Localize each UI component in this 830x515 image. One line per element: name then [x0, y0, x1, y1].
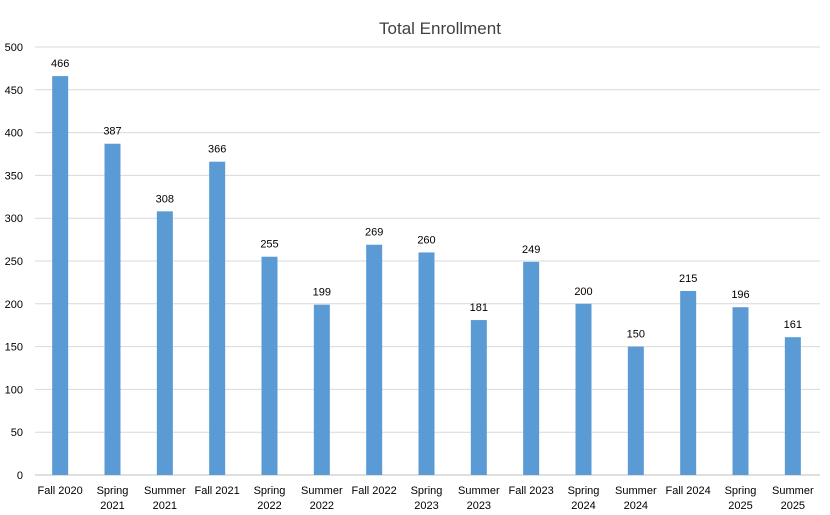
y-axis-ticks: 0 50 100 150 200 250 300 350 400 450 500 — [5, 42, 23, 482]
x-tick-label: Summer 2025 — [772, 485, 814, 512]
bar — [784, 337, 801, 475]
x-tick-label: Fall 2020 — [38, 485, 83, 497]
bar — [313, 304, 330, 475]
x-tick-label: Spring 2025 — [725, 485, 757, 512]
y-tick-label: 450 — [5, 85, 23, 97]
x-tick-label: Summer 2023 — [458, 485, 500, 512]
data-label: 215 — [679, 273, 697, 285]
data-label: 308 — [156, 193, 174, 205]
data-label: 466 — [51, 58, 69, 70]
x-tick-label: Spring 2022 — [254, 485, 286, 512]
chart-title: Total Enrollment — [379, 19, 501, 38]
x-tick-label: Fall 2022 — [352, 485, 397, 497]
x-tick-label: Spring 2024 — [568, 485, 600, 512]
bar — [627, 346, 644, 475]
x-tick-label: Summer 2022 — [301, 485, 343, 512]
bars — [52, 76, 801, 476]
bar — [104, 143, 121, 475]
x-tick-label: Summer 2024 — [615, 485, 657, 512]
data-label: 269 — [365, 227, 383, 239]
bar — [52, 76, 69, 475]
bar — [680, 290, 697, 475]
x-tick-label: Fall 2021 — [195, 485, 240, 497]
data-label: 196 — [731, 289, 749, 301]
data-label: 150 — [627, 329, 645, 341]
bar — [418, 252, 435, 475]
y-tick-label: 100 — [5, 384, 23, 396]
y-tick-label: 500 — [5, 42, 23, 54]
data-label: 199 — [313, 287, 331, 299]
data-labels: 466 387 308 366 255 199 269 260 181 249 200 150 215 1… — [51, 58, 802, 340]
bar — [209, 161, 226, 476]
x-tick-label: Spring 2021 — [97, 485, 129, 512]
data-label: 200 — [574, 286, 592, 298]
y-tick-label: 350 — [5, 170, 23, 182]
data-label: 255 — [260, 239, 278, 251]
data-label: 161 — [784, 319, 802, 331]
data-label: 387 — [103, 126, 121, 138]
data-label: 366 — [208, 144, 226, 156]
y-tick-label: 250 — [5, 256, 23, 268]
y-tick-label: 300 — [5, 213, 23, 225]
x-tick-label: Fall 2024 — [666, 485, 711, 497]
x-axis-ticks: Fall 2020 Spring 2021 Summer 2021 Fall 2021 Sp… — [38, 485, 814, 512]
bar — [470, 320, 487, 475]
y-tick-label: 200 — [5, 299, 23, 311]
y-tick-label: 400 — [5, 128, 23, 140]
bar — [732, 307, 749, 475]
x-tick-label: Fall 2023 — [509, 485, 554, 497]
x-tick-label: Spring 2023 — [411, 485, 443, 512]
data-label: 181 — [470, 302, 488, 314]
bar — [261, 256, 278, 475]
bar — [523, 261, 540, 475]
data-label: 260 — [417, 234, 435, 246]
bar — [575, 303, 592, 475]
y-tick-label: 0 — [17, 470, 23, 482]
x-tick-label: Summer 2021 — [144, 485, 186, 512]
bar — [156, 211, 173, 476]
y-tick-label: 50 — [11, 427, 23, 439]
data-label: 249 — [522, 244, 540, 256]
y-tick-label: 150 — [5, 342, 23, 354]
bar — [366, 244, 383, 475]
